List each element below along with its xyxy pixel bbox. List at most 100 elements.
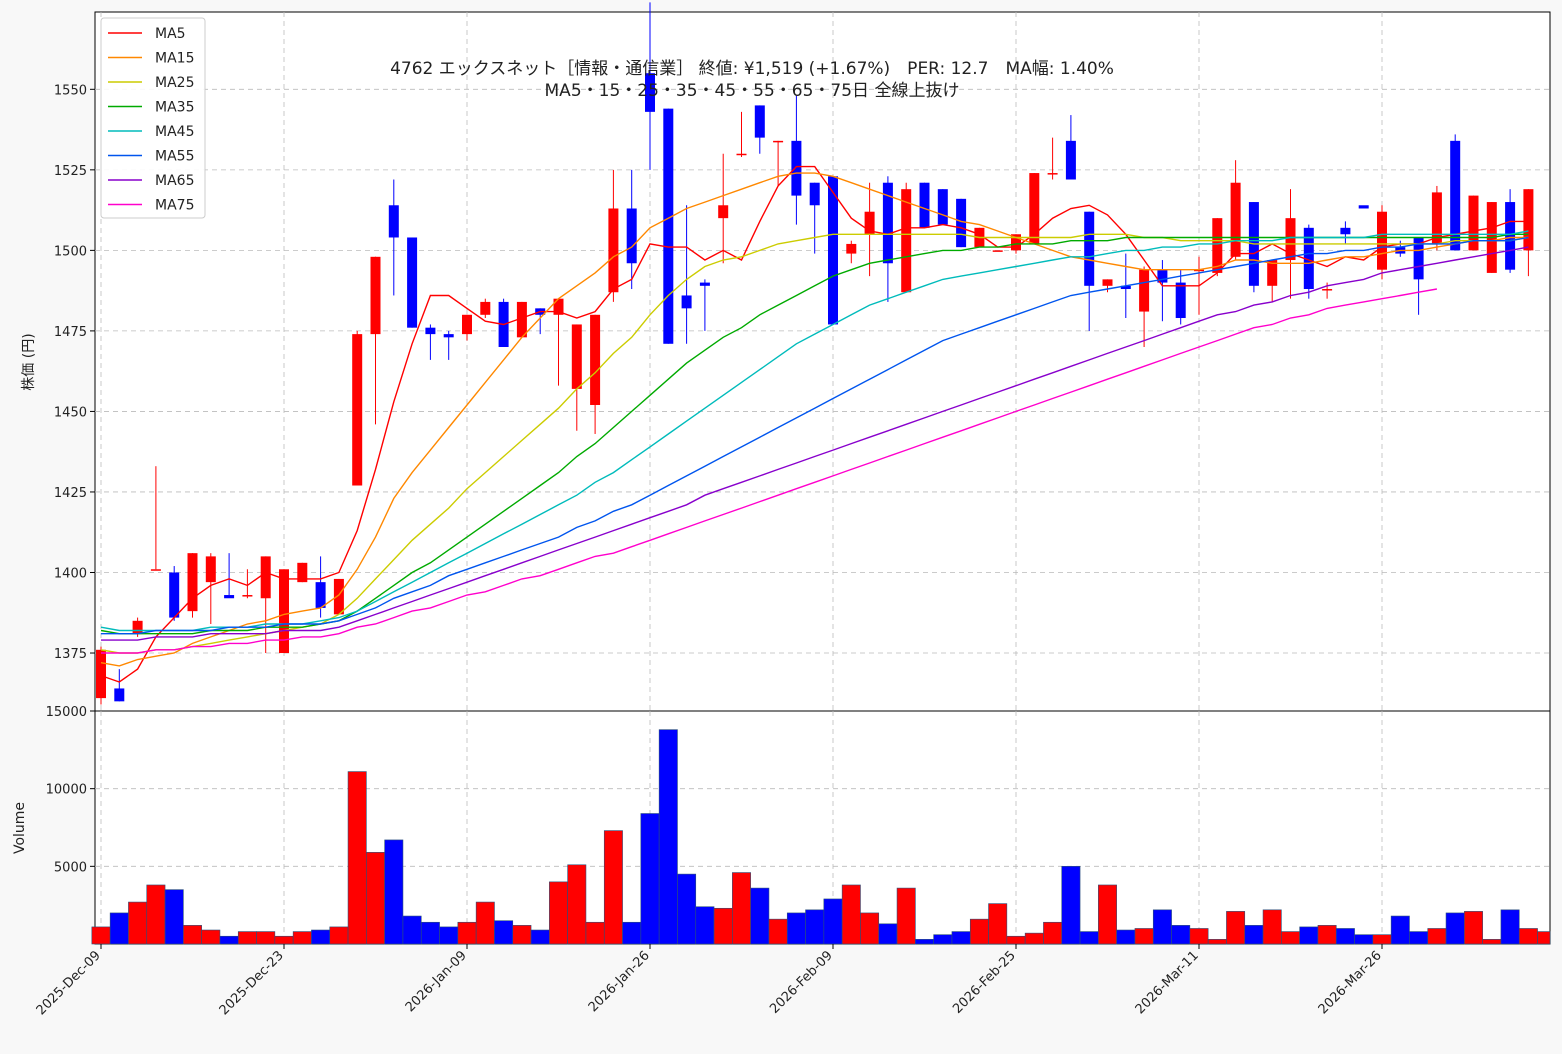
ma-line-ma45 xyxy=(100,230,1529,632)
legend-label-ma45: MA45 xyxy=(155,124,194,140)
price-panel xyxy=(94,11,1551,712)
volume-bars xyxy=(91,729,1551,945)
volume-bar xyxy=(183,925,202,945)
candle xyxy=(114,669,125,702)
volume-bar xyxy=(951,931,971,945)
volume-bar xyxy=(841,884,861,945)
candle xyxy=(1029,173,1040,244)
candle-body xyxy=(1011,234,1021,251)
volume-bar xyxy=(1171,925,1191,945)
volume-bar xyxy=(805,909,825,945)
volume-bar xyxy=(1299,926,1319,945)
legend-label-ma65: MA65 xyxy=(155,173,194,189)
candle-body xyxy=(590,314,601,405)
volume-bar xyxy=(256,931,276,945)
volume-bar xyxy=(439,926,459,945)
candle-body xyxy=(1267,260,1278,286)
volume-bar xyxy=(677,873,697,945)
candle xyxy=(242,569,253,599)
candle-body xyxy=(462,314,472,335)
candle-body xyxy=(150,569,161,571)
legend-box xyxy=(100,17,206,219)
candle-body xyxy=(1194,269,1204,272)
price-axes-frame xyxy=(94,11,1551,712)
candle xyxy=(370,256,381,425)
candle-body xyxy=(901,189,912,293)
volume-axes-frame xyxy=(94,710,1551,945)
candle xyxy=(1267,260,1278,302)
volume-bar xyxy=(420,921,440,945)
volume-bar xyxy=(695,906,715,945)
candle xyxy=(626,169,637,290)
candles xyxy=(96,2,1534,705)
volume-bar xyxy=(640,813,660,945)
volume-bar xyxy=(91,926,111,945)
candle-body xyxy=(315,582,326,608)
volume-bar xyxy=(1262,909,1282,945)
candle-body xyxy=(1413,237,1424,280)
volume-tick-label: 5000 xyxy=(54,860,87,875)
candle-body xyxy=(352,334,363,486)
candle-body xyxy=(754,105,765,138)
candle-body xyxy=(791,140,802,196)
ma-line-ma25 xyxy=(100,233,1529,654)
volume-bar xyxy=(768,918,788,945)
candle-body xyxy=(333,578,344,615)
candle xyxy=(1175,269,1186,325)
candle xyxy=(718,153,729,264)
candle xyxy=(1065,115,1076,180)
candle-body xyxy=(1303,227,1314,290)
volume-bar xyxy=(1500,909,1520,945)
volume-bar xyxy=(1445,912,1465,945)
volume-bar xyxy=(1207,939,1227,945)
candle-body xyxy=(681,295,692,309)
ma-line-ma65 xyxy=(101,246,1529,641)
volume-bar xyxy=(1335,928,1355,945)
legend-label-ma55: MA55 xyxy=(155,149,194,165)
volume-bar xyxy=(1372,934,1392,945)
volume-bar xyxy=(823,898,843,945)
candle-body xyxy=(297,562,308,583)
candle-body xyxy=(1029,173,1040,244)
volume-bar xyxy=(878,923,898,945)
candle-body xyxy=(846,243,857,254)
candle-body xyxy=(260,556,271,599)
candle-body xyxy=(553,298,564,315)
volume-bar xyxy=(1317,925,1337,945)
candle xyxy=(1523,189,1534,277)
candle-body xyxy=(645,73,655,112)
volume-bar xyxy=(274,935,294,945)
candle xyxy=(205,553,216,625)
volume-bar xyxy=(1226,911,1246,945)
candle xyxy=(663,108,674,344)
volume-bar xyxy=(750,887,770,945)
candle-body xyxy=(608,208,619,293)
volume-bar xyxy=(786,912,806,945)
candle xyxy=(608,169,619,302)
volume-bar xyxy=(494,920,514,945)
candle xyxy=(1505,189,1516,273)
candle xyxy=(791,95,802,225)
volume-bar xyxy=(128,901,148,945)
ma-line-ma55 xyxy=(101,236,1529,635)
volume-bar xyxy=(732,872,751,945)
candle-body xyxy=(864,211,875,235)
candle-body xyxy=(718,205,729,219)
candle xyxy=(1450,134,1461,251)
candle-body xyxy=(96,649,106,699)
volume-bar xyxy=(530,929,550,945)
candle-body xyxy=(1505,202,1516,270)
candle xyxy=(956,198,967,248)
candle-body xyxy=(882,182,893,264)
candle-body xyxy=(937,189,948,225)
candle xyxy=(736,111,747,157)
volume-bar xyxy=(1518,928,1538,945)
candle-body xyxy=(773,140,784,143)
volume-bar xyxy=(1427,928,1447,945)
volume-bar xyxy=(164,889,184,945)
volume-tick-label: 10000 xyxy=(46,783,87,798)
volume-bar xyxy=(1189,928,1209,945)
candle-body xyxy=(1084,211,1095,286)
candle-body xyxy=(1120,285,1131,290)
